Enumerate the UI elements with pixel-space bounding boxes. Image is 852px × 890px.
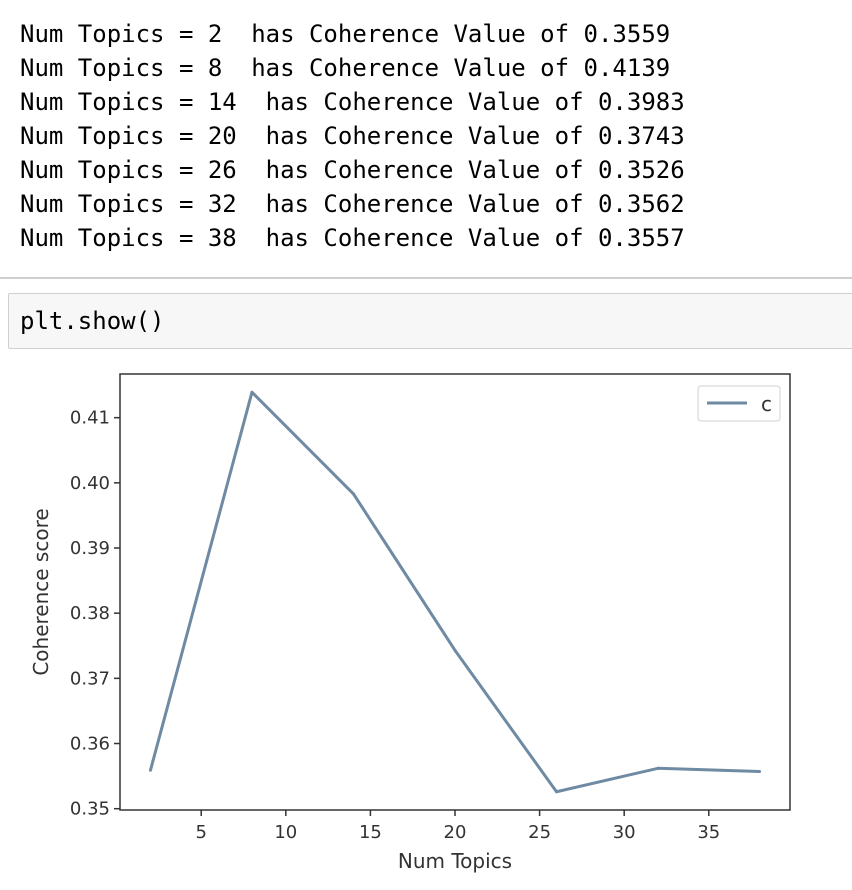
data-point: [351, 492, 355, 496]
output-line: Num Topics = 14 has Coherence Value of 0…: [20, 88, 685, 116]
x-tick-label: 15: [359, 822, 382, 843]
data-point: [148, 768, 152, 772]
x-tick-label: 30: [613, 822, 636, 843]
x-tick-label: 20: [444, 822, 467, 843]
y-tick-label: 0.37: [70, 668, 110, 689]
y-tick-label: 0.38: [70, 603, 110, 624]
data-point: [250, 390, 254, 394]
x-tick-label: 5: [195, 822, 206, 843]
code-text[interactable]: plt.show(): [20, 307, 165, 335]
output-line: Num Topics = 8 has Coherence Value of 0.…: [20, 54, 671, 82]
legend: c: [697, 385, 781, 422]
data-point: [453, 648, 457, 652]
cell-divider: [0, 277, 852, 279]
data-point: [555, 790, 559, 794]
output-line: Num Topics = 38 has Coherence Value of 0…: [20, 224, 685, 252]
y-axis-label: Coherence score: [29, 508, 53, 675]
y-tick-label: 0.41: [70, 408, 110, 429]
output-line: Num Topics = 26 has Coherence Value of 0…: [20, 156, 685, 184]
x-tick-label: 10: [274, 822, 297, 843]
x-tick-label: 25: [528, 822, 551, 843]
coherence-line-chart: 5 10 15 20 25 30 35 0.35 0.36 0.37 0.38 0.39 0.40 0.4…: [29, 373, 791, 873]
y-tick-label: 0.39: [70, 538, 110, 559]
output-line: Num Topics = 32 has Coherence Value of 0…: [20, 190, 685, 218]
plot-area: [120, 374, 790, 810]
cell-output: Num Topics = 2 has Coherence Value of 0.…: [0, 0, 852, 278]
y-tick-label: 0.40: [70, 473, 110, 494]
data-point: [758, 770, 762, 774]
output-line: Num Topics = 20 has Coherence Value of 0…: [20, 122, 685, 150]
y-tick-label: 0.36: [70, 734, 110, 755]
x-axis-label: Num Topics: [398, 849, 512, 873]
x-tick-label: 35: [697, 822, 720, 843]
data-point: [656, 766, 660, 770]
output-line: Num Topics = 2 has Coherence Value of 0.…: [20, 20, 671, 48]
code-input-cell[interactable]: plt.show(): [8, 293, 852, 349]
plot-frame: [119, 373, 791, 811]
y-tick-label: 0.35: [70, 799, 110, 820]
legend-label-c: c: [761, 392, 772, 416]
